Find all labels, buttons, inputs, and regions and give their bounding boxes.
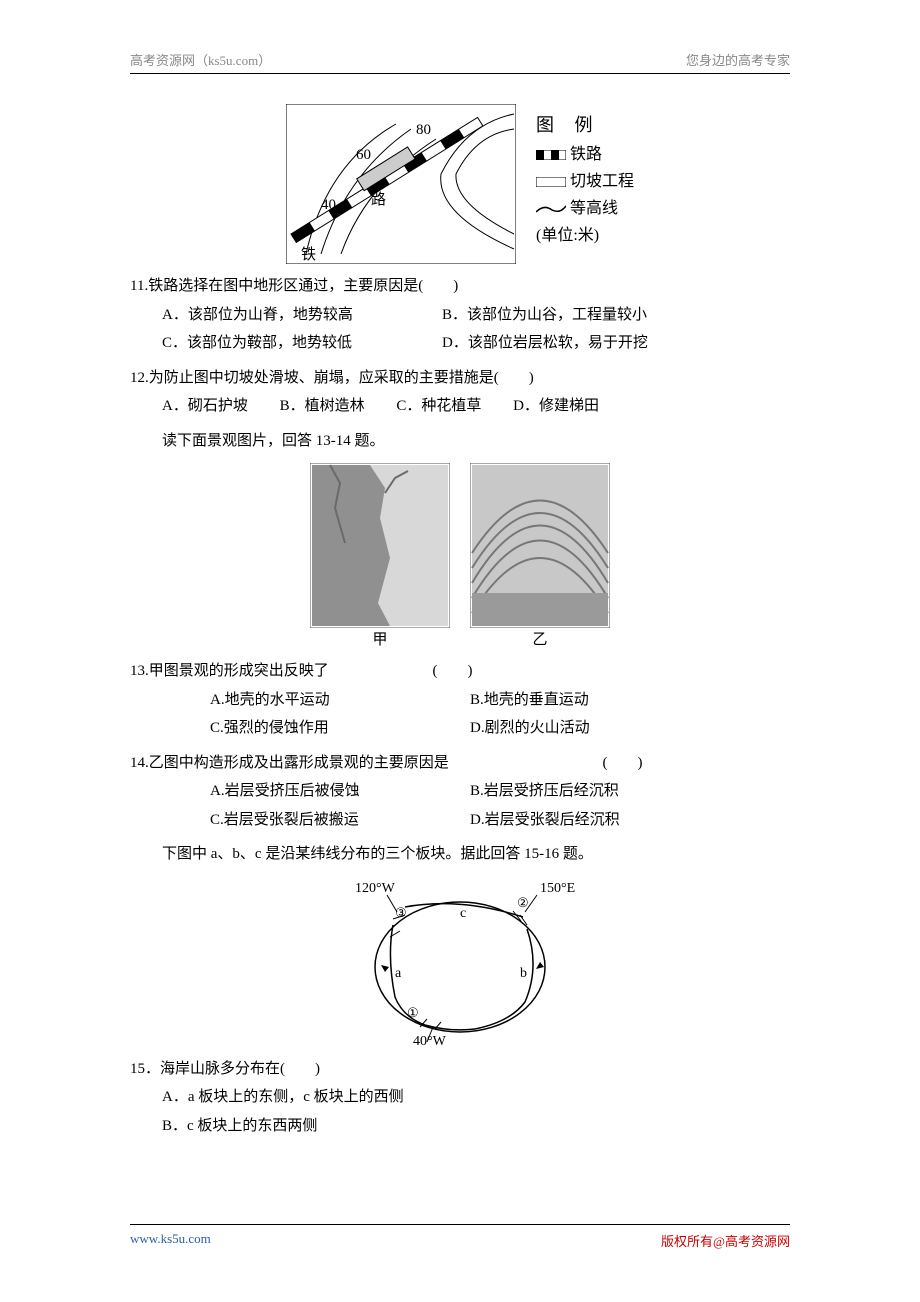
q13-opt-c: C.强烈的侵蚀作用: [210, 714, 470, 743]
lbl-n1: ①: [407, 1005, 419, 1020]
figure-2-left-caption: 甲: [310, 628, 450, 649]
lbl-n3: ③: [395, 905, 407, 920]
legend-unit: (单位:米): [536, 222, 634, 249]
q15-opt-b: B．c 板块上的东西两侧: [162, 1112, 790, 1141]
q14-paren: ( ): [603, 749, 643, 778]
q13-opt-b: B.地壳的垂直运动: [470, 686, 730, 715]
q11-opt-d: D．该部位岩层松软，易于开挖: [442, 329, 722, 358]
q12-opt-c: C．种花植草: [396, 392, 481, 421]
legend-rail: 铁路: [536, 141, 634, 168]
legend-title: 图 例: [536, 110, 634, 141]
intro-15-16: 下图中 a、b、c 是沿某纬线分布的三个板块。据此回答 15-16 题。: [130, 840, 790, 869]
lbl-c: c: [460, 906, 466, 921]
figure-2-right: 乙: [470, 463, 610, 649]
figure-3-globe: 120°W 150°E 40°W ③ ② ① a b c: [345, 877, 575, 1047]
q11-opt-b: B．该部位为山谷，工程量较小: [442, 301, 722, 330]
q13-stem: 13.甲图景观的形成突出反映了: [130, 663, 329, 679]
lbl-n2: ②: [517, 895, 529, 910]
question-14: 14.乙图中构造形成及出露形成景观的主要原因是 ( ) A.岩层受挤压后被侵蚀B…: [130, 749, 790, 835]
contour-60: 60: [356, 147, 371, 163]
lbl-150e: 150°E: [540, 881, 575, 896]
q11-opt-a: A．该部位为山脊，地势较高: [162, 301, 442, 330]
label-rail: 铁: [301, 246, 316, 263]
lbl-120w: 120°W: [355, 881, 396, 896]
q14-opt-b: B.岩层受挤压后经沉积: [470, 777, 730, 806]
q12-opt-a: A．砌石护坡: [162, 392, 248, 421]
intro-13-14: 读下面景观图片，回答 13-14 题。: [130, 427, 790, 456]
figure-1-map: 40 60 80 铁 路: [286, 104, 516, 264]
q14-opt-a: A.岩层受挤压后被侵蚀: [210, 777, 470, 806]
figure-1: 40 60 80 铁 路 图 例 铁路 切坡工程: [130, 104, 790, 264]
q13-opt-d: D.剧烈的火山活动: [470, 714, 730, 743]
question-12: 12.为防止图中切坡处滑坡、崩塌，应采取的主要措施是( ) A．砌石护坡 B．植…: [130, 364, 790, 421]
question-13: 13.甲图景观的形成突出反映了 ( ) A.地壳的水平运动B.地壳的垂直运动 C…: [130, 657, 790, 743]
question-11: 11.铁路选择在图中地形区通过，主要原因是( ) A．该部位为山脊，地势较高B．…: [130, 272, 790, 358]
q12-stem: 12.为防止图中切坡处滑坡、崩塌，应采取的主要措施是( ): [130, 364, 790, 393]
q11-stem: 11.铁路选择在图中地形区通过，主要原因是( ): [130, 272, 790, 301]
legend-contour: 等高线: [536, 195, 634, 222]
figure-2-left: 甲: [310, 463, 450, 649]
q14-opt-c: C.岩层受张裂后被搬运: [210, 806, 470, 835]
lbl-b: b: [520, 966, 527, 981]
q15-stem: 15．海岸山脉多分布在( ): [130, 1055, 790, 1084]
q14-opt-d: D.岩层受张裂后经沉积: [470, 806, 730, 835]
figure-2: 甲 乙: [130, 463, 790, 649]
footer-right: 版权所有@高考资源网: [661, 1231, 790, 1250]
q11-opt-c: C．该部位为鞍部，地势较低: [162, 329, 442, 358]
page-footer: www.ks5u.com 版权所有@高考资源网: [130, 1224, 790, 1250]
contour-80: 80: [416, 122, 431, 138]
header-left: 高考资源网（ks5u.com）: [130, 50, 271, 69]
q14-stem: 14.乙图中构造形成及出露形成景观的主要原因是: [130, 755, 449, 771]
footer-left: www.ks5u.com: [130, 1231, 211, 1250]
q13-opt-a: A.地壳的水平运动: [210, 686, 470, 715]
label-road: 路: [371, 191, 386, 208]
page-container: 高考资源网（ks5u.com） 您身边的高考专家 40 60 80 铁: [0, 0, 920, 1280]
header-right: 您身边的高考专家: [686, 50, 790, 69]
lbl-a: a: [395, 966, 402, 981]
lbl-40w: 40°W: [413, 1034, 447, 1047]
q13-paren: ( ): [433, 657, 473, 686]
figure-3: 120°W 150°E 40°W ③ ② ① a b c: [130, 877, 790, 1047]
q15-opt-a: A．a 板块上的东侧，c 板块上的西侧: [162, 1083, 790, 1112]
q12-opt-b: B．植树造林: [280, 392, 365, 421]
figure-1-legend: 图 例 铁路 切坡工程 等高线 (单位:米): [536, 104, 634, 264]
legend-cut: 切坡工程: [536, 168, 634, 195]
question-15: 15．海岸山脉多分布在( ) A．a 板块上的东侧，c 板块上的西侧 B．c 板…: [130, 1055, 790, 1141]
page-header: 高考资源网（ks5u.com） 您身边的高考专家: [130, 50, 790, 74]
q12-opt-d: D．修建梯田: [513, 392, 599, 421]
figure-2-right-caption: 乙: [470, 628, 610, 649]
